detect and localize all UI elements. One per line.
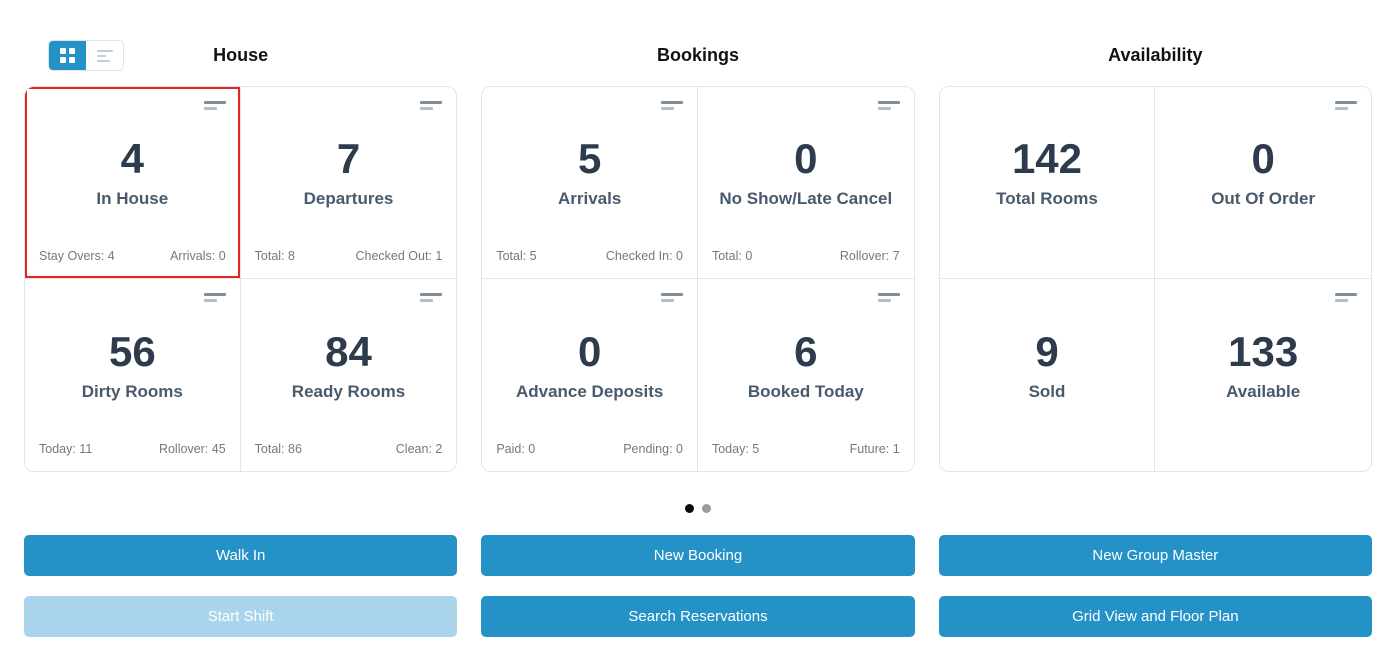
card-stat-right: Arrivals: 0	[170, 249, 226, 263]
card-menu-icon[interactable]	[203, 291, 226, 305]
card-group-house: 4 In House Stay Overs: 4 Arrivals: 0 7 Depart…	[24, 86, 458, 472]
card-label: Out Of Order	[1211, 189, 1316, 209]
card-value: 9	[1035, 327, 1059, 375]
card-ready-rooms[interactable]: 84 Ready Rooms Total: 86 Clean: 2	[240, 279, 457, 471]
card-menu-icon[interactable]	[660, 291, 683, 305]
action-buttons: Walk In Start Shift New Booking Search Rese…	[24, 535, 1372, 637]
card-booked-today[interactable]: 6 Booked Today Today: 5 Future: 1	[697, 279, 914, 471]
card-sold[interactable]: 9 Sold	[939, 279, 1156, 471]
card-stat-left: Today: 11	[39, 442, 93, 456]
card-stat-right: Pending: 0	[623, 442, 683, 456]
dashboard: House Bookings Availability 4 In House Stay …	[24, 0, 1372, 637]
card-total-rooms[interactable]: 142 Total Rooms	[939, 87, 1156, 279]
card-stat-left: Total: 5	[496, 249, 537, 263]
card-label: Dirty Rooms	[81, 381, 183, 401]
card-sections: 4 In House Stay Overs: 4 Arrivals: 0 7 Depart…	[24, 86, 1372, 472]
card-departures[interactable]: 7 Departures Total: 8 Checked Out: 1	[240, 87, 457, 279]
card-value: 142	[1011, 135, 1083, 183]
card-value: 5	[577, 135, 602, 183]
card-value: 0	[577, 327, 602, 375]
walk-in-button[interactable]: Walk In	[24, 535, 458, 576]
card-value: 4	[120, 135, 144, 183]
card-stat-left: Stay Overs: 4	[39, 249, 115, 263]
card-dirty-rooms[interactable]: 56 Dirty Rooms Today: 11 Rollover: 45	[25, 279, 241, 471]
card-label: Total Rooms	[996, 189, 1098, 209]
card-arrivals[interactable]: 5 Arrivals Total: 5 Checked In: 0	[482, 87, 698, 279]
grid-view-icon	[60, 48, 75, 63]
card-advance-deposits[interactable]: 0 Advance Deposits Paid: 0 Pending: 0	[482, 279, 698, 471]
card-stat-right: Rollover: 7	[839, 249, 900, 263]
section-title-bookings: Bookings	[656, 45, 739, 65]
card-no-show-late-cancel[interactable]: 0 No Show/Late Cancel Total: 0 Rollover: 7	[697, 87, 914, 279]
card-label: Advance Deposits	[515, 381, 664, 401]
card-label: Sold	[1028, 381, 1066, 401]
card-value: 6	[794, 327, 818, 375]
card-in-house[interactable]: 4 In House Stay Overs: 4 Arrivals: 0	[25, 87, 241, 279]
grid-view-button[interactable]	[49, 41, 86, 70]
card-menu-icon[interactable]	[420, 291, 443, 305]
card-stat-right: Rollover: 45	[158, 442, 226, 456]
card-menu-icon[interactable]	[420, 99, 443, 113]
card-stat-right: Checked In: 0	[605, 249, 683, 263]
section-title-house: House	[213, 45, 269, 65]
card-available[interactable]: 133 Available	[1155, 279, 1371, 471]
card-group-availability: 142 Total Rooms 0 Out Of Order 9 Sold 133 Avail…	[938, 86, 1372, 472]
card-value: 56	[108, 327, 156, 375]
list-view-button[interactable]	[86, 41, 123, 70]
card-stat-left: Total: 8	[254, 249, 295, 263]
card-group-bookings: 5 Arrivals Total: 5 Checked In: 0 0 No Show/L…	[481, 86, 915, 472]
section-title-availability: Availability	[1108, 45, 1203, 65]
card-stat-left: Today: 5	[711, 442, 760, 456]
card-value: 133	[1228, 327, 1299, 375]
list-view-icon	[96, 49, 113, 62]
card-stat-left: Paid: 0	[496, 442, 536, 456]
start-shift-button[interactable]: Start Shift	[24, 596, 458, 637]
card-value: 0	[794, 135, 818, 183]
card-label: Departures	[303, 189, 394, 209]
carousel-dot[interactable]	[702, 503, 711, 513]
carousel-pagination	[24, 503, 1372, 513]
card-stat-left: Total: 0	[711, 249, 753, 263]
card-label: In House	[96, 189, 169, 209]
card-stat-right: Clean: 2	[395, 442, 443, 456]
card-menu-icon[interactable]	[1335, 291, 1357, 305]
new-group-master-button[interactable]: New Group Master	[938, 535, 1372, 576]
card-out-of-order[interactable]: 0 Out Of Order	[1155, 87, 1371, 279]
card-stat-left: Total: 86	[254, 442, 302, 456]
card-stat-right: Checked Out: 1	[355, 249, 443, 263]
card-menu-icon[interactable]	[877, 99, 900, 113]
card-value: 0	[1251, 135, 1275, 183]
card-label: Arrivals	[557, 189, 622, 209]
card-menu-icon[interactable]	[1335, 99, 1357, 113]
new-booking-button[interactable]: New Booking	[481, 535, 915, 576]
card-value: 7	[336, 135, 361, 183]
card-menu-icon[interactable]	[203, 99, 226, 113]
card-label: Ready Rooms	[291, 381, 406, 401]
view-toggle	[48, 40, 124, 71]
card-label: No Show/Late Cancel	[719, 189, 893, 209]
carousel-dot[interactable]	[685, 503, 694, 513]
card-value: 84	[325, 327, 372, 375]
card-stat-right: Future: 1	[849, 442, 900, 456]
card-label: Available	[1226, 381, 1301, 401]
section-headers-row: House Bookings Availability	[24, 0, 1372, 86]
grid-view-and-floor-plan-button[interactable]: Grid View and Floor Plan	[938, 596, 1372, 637]
card-label: Booked Today	[747, 381, 864, 401]
card-menu-icon[interactable]	[660, 99, 683, 113]
search-reservations-button[interactable]: Search Reservations	[481, 596, 915, 637]
card-menu-icon[interactable]	[877, 291, 900, 305]
